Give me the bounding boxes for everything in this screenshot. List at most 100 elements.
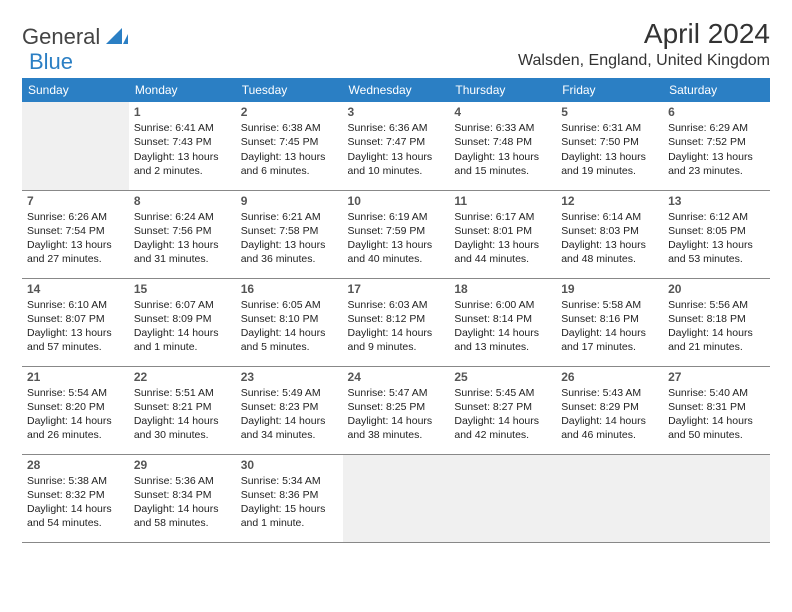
day-number: 14 (27, 281, 124, 297)
daylight-text: Daylight: 14 hours and 17 minutes. (561, 326, 658, 354)
calendar-day: 10Sunrise: 6:19 AMSunset: 7:59 PMDayligh… (343, 190, 450, 278)
sunrise-text: Sunrise: 6:38 AM (241, 121, 338, 135)
sunrise-text: Sunrise: 5:51 AM (134, 386, 231, 400)
daylight-text: Daylight: 13 hours and 57 minutes. (27, 326, 124, 354)
sunset-text: Sunset: 8:23 PM (241, 400, 338, 414)
day-number: 20 (668, 281, 765, 297)
calendar-day: 21Sunrise: 5:54 AMSunset: 8:20 PMDayligh… (22, 366, 129, 454)
calendar-day: 29Sunrise: 5:36 AMSunset: 8:34 PMDayligh… (129, 454, 236, 542)
sunset-text: Sunset: 7:50 PM (561, 135, 658, 149)
sunset-text: Sunset: 8:25 PM (348, 400, 445, 414)
calendar-day: 13Sunrise: 6:12 AMSunset: 8:05 PMDayligh… (663, 190, 770, 278)
daylight-text: Daylight: 14 hours and 58 minutes. (134, 502, 231, 530)
calendar-day-empty (22, 102, 129, 190)
calendar-day: 15Sunrise: 6:07 AMSunset: 8:09 PMDayligh… (129, 278, 236, 366)
sunrise-text: Sunrise: 5:47 AM (348, 386, 445, 400)
sunset-text: Sunset: 8:01 PM (454, 224, 551, 238)
day-header: Tuesday (236, 78, 343, 102)
day-number: 8 (134, 193, 231, 209)
day-number: 28 (27, 457, 124, 473)
calendar-day: 6Sunrise: 6:29 AMSunset: 7:52 PMDaylight… (663, 102, 770, 190)
sunset-text: Sunset: 8:36 PM (241, 488, 338, 502)
sunset-text: Sunset: 7:45 PM (241, 135, 338, 149)
brand-part1: General (22, 24, 100, 50)
day-number: 22 (134, 369, 231, 385)
sunset-text: Sunset: 8:07 PM (27, 312, 124, 326)
calendar-day: 5Sunrise: 6:31 AMSunset: 7:50 PMDaylight… (556, 102, 663, 190)
sunrise-text: Sunrise: 6:36 AM (348, 121, 445, 135)
sunrise-text: Sunrise: 6:07 AM (134, 298, 231, 312)
daylight-text: Daylight: 14 hours and 46 minutes. (561, 414, 658, 442)
daylight-text: Daylight: 14 hours and 21 minutes. (668, 326, 765, 354)
sunset-text: Sunset: 8:32 PM (27, 488, 124, 502)
daylight-text: Daylight: 14 hours and 5 minutes. (241, 326, 338, 354)
sunset-text: Sunset: 7:43 PM (134, 135, 231, 149)
sunset-text: Sunset: 8:29 PM (561, 400, 658, 414)
sunset-text: Sunset: 7:54 PM (27, 224, 124, 238)
sunrise-text: Sunrise: 5:34 AM (241, 474, 338, 488)
sunrise-text: Sunrise: 6:14 AM (561, 210, 658, 224)
sunrise-text: Sunrise: 6:03 AM (348, 298, 445, 312)
day-header: Wednesday (343, 78, 450, 102)
daylight-text: Daylight: 14 hours and 1 minute. (134, 326, 231, 354)
day-number: 7 (27, 193, 124, 209)
sunrise-text: Sunrise: 6:10 AM (27, 298, 124, 312)
sunset-text: Sunset: 7:48 PM (454, 135, 551, 149)
daylight-text: Daylight: 14 hours and 50 minutes. (668, 414, 765, 442)
sunrise-text: Sunrise: 5:58 AM (561, 298, 658, 312)
month-title: April 2024 (518, 18, 770, 50)
sunrise-text: Sunrise: 6:26 AM (27, 210, 124, 224)
day-number: 6 (668, 104, 765, 120)
calendar-week: 28Sunrise: 5:38 AMSunset: 8:32 PMDayligh… (22, 454, 770, 542)
calendar-day: 9Sunrise: 6:21 AMSunset: 7:58 PMDaylight… (236, 190, 343, 278)
calendar-day: 26Sunrise: 5:43 AMSunset: 8:29 PMDayligh… (556, 366, 663, 454)
sunrise-text: Sunrise: 6:17 AM (454, 210, 551, 224)
brand-part2-wrap: Blue (29, 49, 73, 75)
daylight-text: Daylight: 14 hours and 54 minutes. (27, 502, 124, 530)
daylight-text: Daylight: 13 hours and 2 minutes. (134, 150, 231, 178)
calendar-day: 8Sunrise: 6:24 AMSunset: 7:56 PMDaylight… (129, 190, 236, 278)
header: General April 2024 Walsden, England, Uni… (22, 18, 770, 70)
day-number: 19 (561, 281, 658, 297)
daylight-text: Daylight: 14 hours and 26 minutes. (27, 414, 124, 442)
sunset-text: Sunset: 7:47 PM (348, 135, 445, 149)
calendar-day-empty (343, 454, 450, 542)
sunrise-text: Sunrise: 6:33 AM (454, 121, 551, 135)
sunrise-text: Sunrise: 6:12 AM (668, 210, 765, 224)
day-number: 10 (348, 193, 445, 209)
day-header: Saturday (663, 78, 770, 102)
day-number: 9 (241, 193, 338, 209)
title-block: April 2024 Walsden, England, United King… (518, 18, 770, 70)
sunset-text: Sunset: 8:16 PM (561, 312, 658, 326)
calendar-day: 25Sunrise: 5:45 AMSunset: 8:27 PMDayligh… (449, 366, 556, 454)
calendar-day: 14Sunrise: 6:10 AMSunset: 8:07 PMDayligh… (22, 278, 129, 366)
daylight-text: Daylight: 15 hours and 1 minute. (241, 502, 338, 530)
sunset-text: Sunset: 8:18 PM (668, 312, 765, 326)
sunset-text: Sunset: 7:56 PM (134, 224, 231, 238)
daylight-text: Daylight: 13 hours and 19 minutes. (561, 150, 658, 178)
daylight-text: Daylight: 14 hours and 9 minutes. (348, 326, 445, 354)
brand-sail-icon (106, 26, 128, 49)
sunrise-text: Sunrise: 5:38 AM (27, 474, 124, 488)
day-number: 21 (27, 369, 124, 385)
calendar-table: SundayMondayTuesdayWednesdayThursdayFrid… (22, 78, 770, 543)
calendar-document: General April 2024 Walsden, England, Uni… (0, 0, 792, 553)
sunset-text: Sunset: 8:12 PM (348, 312, 445, 326)
daylight-text: Daylight: 13 hours and 31 minutes. (134, 238, 231, 266)
day-number: 11 (454, 193, 551, 209)
sunrise-text: Sunrise: 5:56 AM (668, 298, 765, 312)
calendar-day-empty (556, 454, 663, 542)
sunset-text: Sunset: 8:10 PM (241, 312, 338, 326)
sunset-text: Sunset: 8:03 PM (561, 224, 658, 238)
sunrise-text: Sunrise: 5:36 AM (134, 474, 231, 488)
day-header: Sunday (22, 78, 129, 102)
day-header: Thursday (449, 78, 556, 102)
day-number: 15 (134, 281, 231, 297)
sunset-text: Sunset: 8:27 PM (454, 400, 551, 414)
calendar-day: 22Sunrise: 5:51 AMSunset: 8:21 PMDayligh… (129, 366, 236, 454)
calendar-week: 14Sunrise: 6:10 AMSunset: 8:07 PMDayligh… (22, 278, 770, 366)
brand-logo: General (22, 24, 132, 50)
day-header: Friday (556, 78, 663, 102)
day-number: 3 (348, 104, 445, 120)
sunrise-text: Sunrise: 5:49 AM (241, 386, 338, 400)
